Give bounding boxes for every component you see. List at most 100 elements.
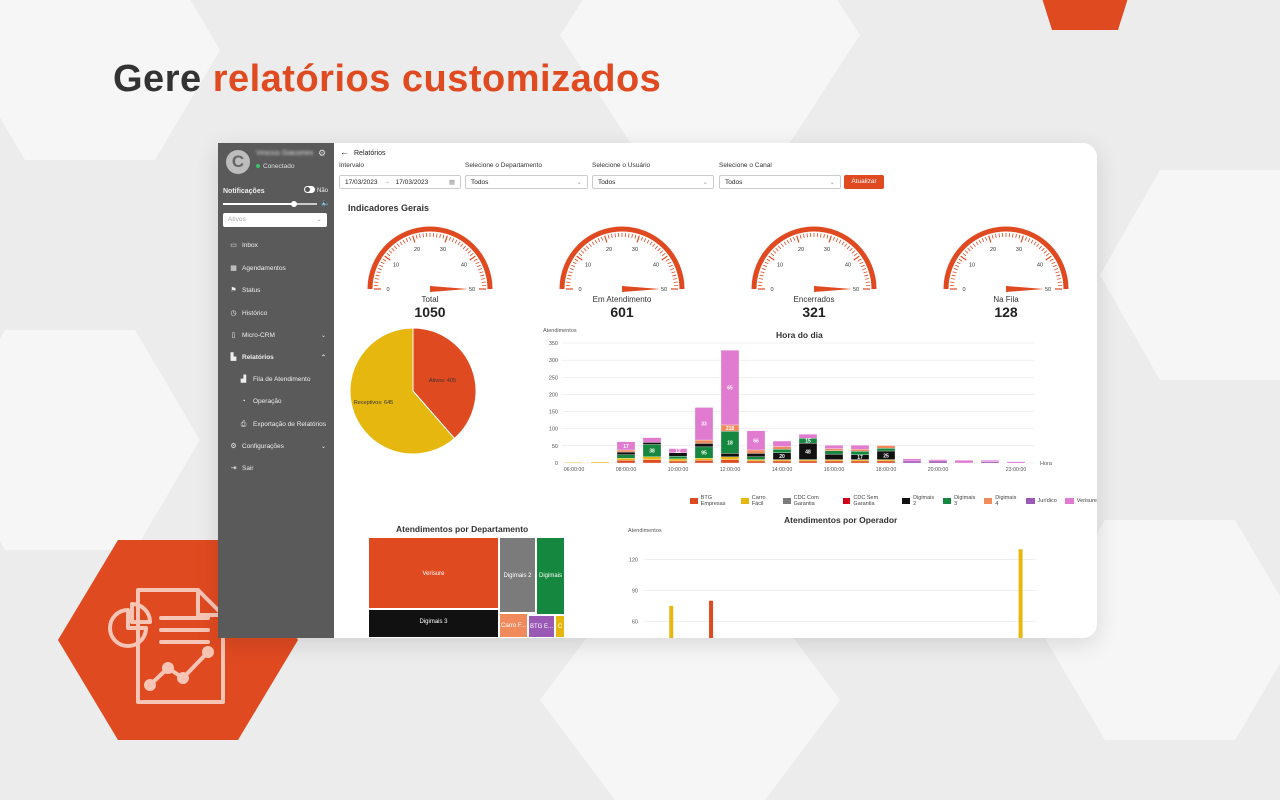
treemap-cell[interactable]: Verisure — [368, 537, 499, 609]
bar-segment[interactable] — [981, 460, 999, 461]
bar-segment[interactable] — [825, 454, 843, 459]
bar-segment[interactable] — [1007, 462, 1025, 463]
sidebar-item-inbox[interactable]: ▭Inbox — [218, 238, 334, 254]
bar-segment[interactable] — [591, 462, 609, 463]
bar-segment[interactable] — [929, 460, 947, 461]
bar-segment[interactable] — [799, 460, 817, 461]
volume-slider[interactable] — [223, 203, 317, 205]
bar-segment[interactable] — [851, 461, 869, 463]
legend-item[interactable]: Carro Fácil — [741, 495, 775, 507]
bar-segment[interactable] — [825, 460, 843, 461]
treemap-cell[interactable]: BTG E... — [528, 615, 555, 638]
bar-segment[interactable] — [877, 448, 895, 451]
legend-item[interactable]: Digimais 3 — [943, 495, 976, 507]
bar-segment[interactable] — [929, 461, 947, 463]
bar-segment[interactable] — [721, 453, 739, 456]
sidebar-item-operacao[interactable]: ◔Operação — [218, 394, 334, 410]
bar-segment[interactable] — [747, 450, 765, 453]
status-select[interactable]: Ativos⌄ — [223, 213, 327, 227]
sidebar-item-historico[interactable]: ◷Histórico — [218, 306, 334, 322]
bar-segment[interactable] — [851, 449, 869, 451]
bar-segment[interactable] — [643, 460, 661, 463]
bar-segment[interactable] — [617, 455, 635, 458]
sidebar: C Vinicius Giacomini ⚙ Conectado Notific… — [218, 143, 334, 638]
bar-segment[interactable] — [617, 452, 635, 455]
bar-segment[interactable] — [643, 438, 661, 443]
gauge-tick — [470, 253, 473, 256]
bar-segment[interactable] — [669, 459, 687, 461]
bar-segment[interactable] — [955, 460, 973, 463]
bar-segment[interactable] — [617, 450, 635, 452]
operator-bar[interactable] — [709, 601, 713, 638]
bar-segment[interactable] — [773, 447, 791, 450]
gauge-tick — [829, 236, 831, 243]
bar-segment[interactable] — [721, 460, 739, 463]
bar-segment[interactable] — [617, 458, 635, 460]
bar-segment[interactable] — [773, 441, 791, 446]
bar-segment[interactable] — [669, 461, 687, 463]
bar-segment[interactable] — [799, 461, 817, 463]
sidebar-item-agendamentos[interactable]: ▦Agendamentos — [218, 261, 334, 277]
sidebar-item-relatorios[interactable]: ▙Relatórios⌃ — [218, 350, 334, 366]
bar-segment[interactable] — [903, 459, 921, 461]
sidebar-item-fila-de-atendimento[interactable]: ▟Fila de Atendimento — [218, 372, 334, 388]
sidebar-item-status[interactable]: ⚑Status — [218, 283, 334, 299]
bar-segment[interactable] — [643, 457, 661, 460]
sidebar-item-micro-crm[interactable]: ▯Micro-CRM⌄ — [218, 328, 334, 344]
bar-segment[interactable] — [773, 449, 791, 452]
bar-segment[interactable] — [825, 445, 843, 448]
legend-item[interactable]: Digimais 4 — [984, 495, 1017, 507]
gauge-tick — [797, 236, 799, 243]
bar-segment[interactable] — [877, 460, 895, 461]
bar-segment[interactable] — [643, 442, 661, 444]
update-button[interactable]: Atualizar — [844, 175, 884, 189]
user-select[interactable]: Todos⌄ — [592, 175, 714, 189]
department-select[interactable]: Todos⌄ — [465, 175, 588, 189]
date-range-input[interactable]: 17/03/2023 → 17/03/2023 ▦ — [339, 175, 461, 189]
sidebar-item-configuracoes[interactable]: ⚙Configurações⌄ — [218, 439, 334, 455]
bar-segment[interactable] — [565, 462, 583, 463]
bar-segment[interactable] — [903, 461, 921, 463]
bar-segment[interactable] — [747, 453, 765, 456]
bar-segment[interactable] — [825, 451, 843, 454]
channel-select[interactable]: Todos⌄ — [719, 175, 841, 189]
bar-segment[interactable] — [877, 446, 895, 449]
back-arrow-icon[interactable]: ← — [340, 147, 349, 157]
bar-segment[interactable] — [617, 460, 635, 463]
bar-segment[interactable] — [851, 445, 869, 449]
bar-segment[interactable] — [825, 461, 843, 463]
treemap-cell[interactable]: Carro F... — [499, 613, 528, 638]
bar-segment[interactable] — [695, 443, 713, 446]
bar-segment[interactable] — [669, 456, 687, 459]
bar-segment[interactable] — [825, 449, 843, 451]
volume-slider-knob[interactable] — [291, 201, 297, 207]
treemap-cell[interactable]: Digimais 3 — [368, 609, 499, 638]
bar-segment[interactable] — [695, 460, 713, 463]
bar-segment[interactable] — [695, 440, 713, 443]
treemap-cell[interactable]: Digimais 3 — [536, 537, 565, 615]
bar-segment[interactable] — [747, 460, 765, 461]
bar-segment[interactable] — [721, 457, 739, 460]
sidebar-item-exportacao[interactable]: ⎙Exportação de Relatórios — [218, 417, 334, 433]
legend-item[interactable]: Verisure — [1065, 495, 1097, 507]
bar-segment[interactable] — [695, 458, 713, 460]
treemap-cell[interactable]: Digimais 2 — [499, 537, 536, 613]
bar-segment[interactable] — [747, 461, 765, 463]
bar-segment[interactable] — [877, 461, 895, 463]
gauge-tick — [985, 237, 986, 241]
operator-bar[interactable] — [1019, 549, 1023, 638]
bar-segment[interactable] — [981, 462, 999, 463]
legend-item[interactable]: CDC Com Garantia — [783, 495, 835, 507]
bar-segment[interactable] — [799, 434, 817, 438]
bar-segment[interactable] — [747, 457, 765, 460]
user-settings-gear-icon[interactable]: ⚙ — [318, 148, 326, 159]
bar-segment[interactable] — [773, 461, 791, 463]
legend-item[interactable]: Digimais 2 — [902, 495, 935, 507]
legend-item[interactable]: Jurídico — [1026, 495, 1057, 507]
legend-item[interactable]: BTG Empresas — [690, 495, 733, 507]
treemap-cell[interactable]: C — [555, 615, 565, 638]
operator-bar[interactable] — [669, 606, 673, 638]
legend-item[interactable]: CDC Sem Garantia — [843, 495, 895, 507]
notifications-toggle[interactable] — [304, 186, 315, 193]
sidebar-item-sair[interactable]: ⇥Sair — [218, 461, 334, 477]
